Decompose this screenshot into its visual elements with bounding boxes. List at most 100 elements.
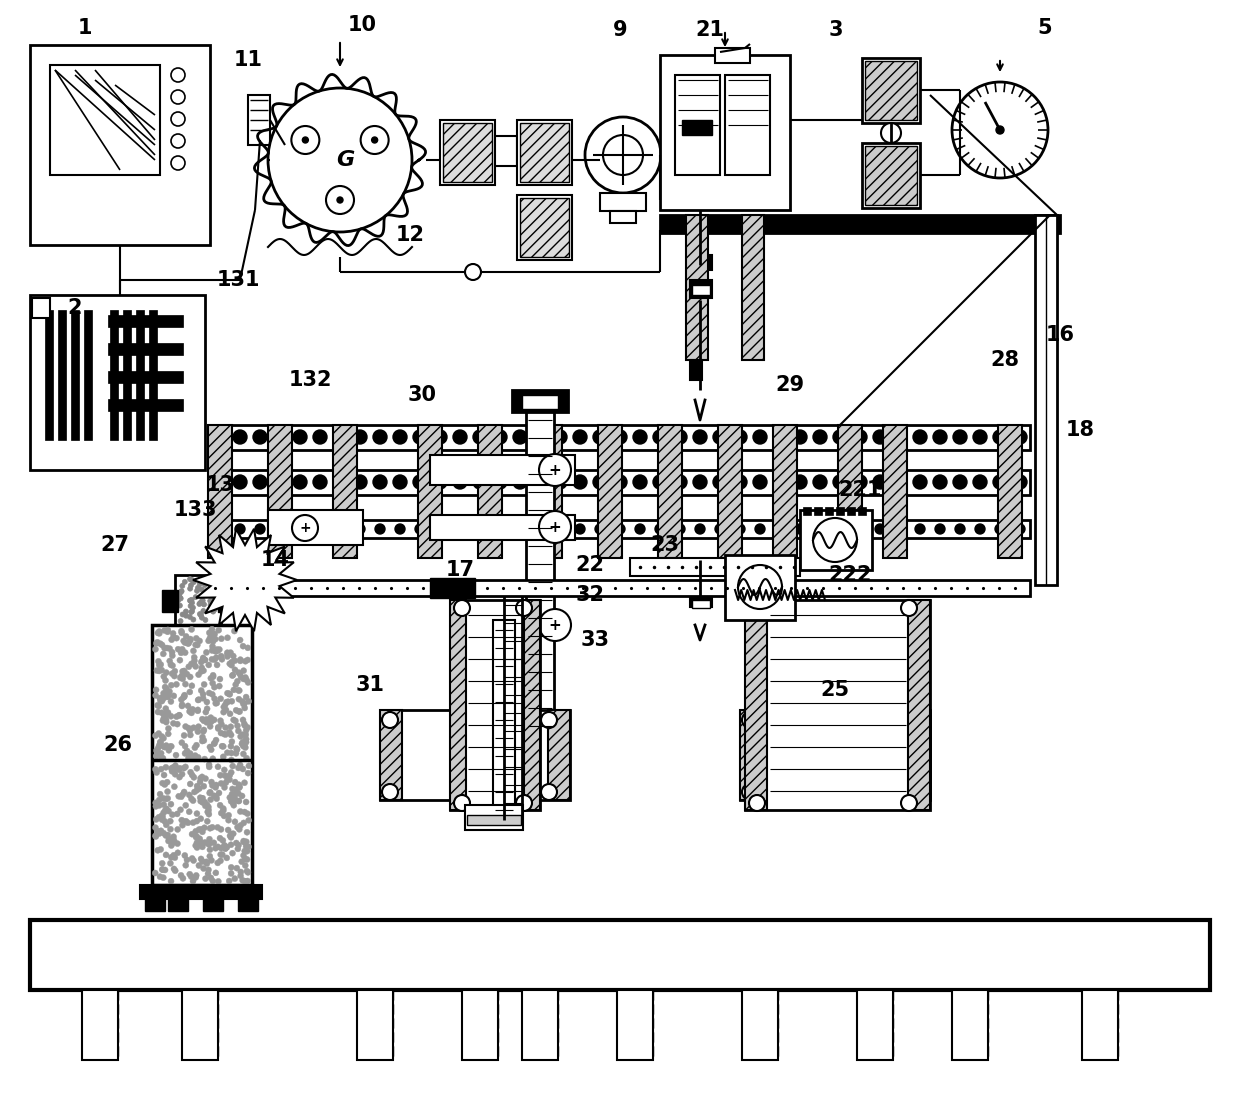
- Circle shape: [229, 763, 236, 769]
- Circle shape: [239, 732, 246, 737]
- Bar: [725, 75, 770, 175]
- Circle shape: [172, 763, 179, 769]
- Bar: [162, 590, 179, 612]
- Circle shape: [244, 878, 250, 885]
- Circle shape: [157, 740, 164, 745]
- Circle shape: [893, 430, 906, 444]
- Circle shape: [673, 475, 687, 489]
- Bar: [268, 510, 363, 545]
- Circle shape: [169, 649, 175, 655]
- Circle shape: [243, 674, 248, 681]
- Circle shape: [184, 634, 190, 639]
- Bar: [522, 1046, 558, 1056]
- Circle shape: [185, 641, 191, 646]
- Circle shape: [295, 524, 305, 534]
- Bar: [30, 920, 1210, 990]
- Circle shape: [210, 782, 216, 789]
- Circle shape: [181, 668, 187, 674]
- Circle shape: [186, 641, 192, 646]
- Circle shape: [215, 646, 219, 653]
- Circle shape: [172, 854, 177, 861]
- Circle shape: [157, 662, 164, 667]
- Circle shape: [180, 612, 185, 617]
- Circle shape: [738, 565, 782, 609]
- Circle shape: [156, 814, 161, 820]
- Circle shape: [237, 658, 243, 664]
- Circle shape: [213, 870, 218, 876]
- Bar: [238, 899, 258, 911]
- Bar: [149, 310, 157, 440]
- Circle shape: [206, 804, 211, 810]
- Circle shape: [206, 576, 211, 582]
- Circle shape: [164, 717, 169, 723]
- Circle shape: [216, 725, 221, 732]
- Circle shape: [935, 524, 945, 534]
- Circle shape: [873, 475, 887, 489]
- Text: 10: 10: [347, 14, 377, 35]
- Circle shape: [200, 655, 206, 661]
- Circle shape: [195, 729, 201, 734]
- Text: 12: 12: [396, 225, 424, 245]
- Circle shape: [187, 751, 193, 756]
- Bar: [379, 710, 570, 800]
- Circle shape: [202, 775, 208, 782]
- Bar: [268, 426, 291, 558]
- Text: +: +: [299, 521, 311, 535]
- Circle shape: [172, 868, 179, 873]
- Circle shape: [200, 598, 205, 603]
- Circle shape: [201, 608, 206, 614]
- Circle shape: [215, 595, 219, 600]
- Circle shape: [210, 824, 216, 830]
- Circle shape: [177, 807, 184, 813]
- Circle shape: [177, 675, 184, 681]
- Circle shape: [201, 783, 207, 789]
- Bar: [463, 1018, 498, 1028]
- Circle shape: [221, 731, 227, 737]
- Circle shape: [632, 430, 647, 444]
- Circle shape: [187, 781, 193, 786]
- Circle shape: [190, 856, 195, 861]
- Circle shape: [853, 475, 867, 489]
- Bar: [857, 1004, 893, 1014]
- Circle shape: [393, 475, 407, 489]
- Circle shape: [326, 186, 353, 214]
- Circle shape: [241, 751, 247, 756]
- Circle shape: [453, 475, 467, 489]
- Circle shape: [198, 665, 205, 671]
- Circle shape: [191, 789, 197, 795]
- Bar: [357, 1046, 393, 1056]
- Circle shape: [182, 862, 188, 868]
- Circle shape: [177, 592, 182, 596]
- Circle shape: [454, 795, 470, 811]
- Circle shape: [156, 731, 161, 736]
- Circle shape: [192, 842, 198, 849]
- Bar: [108, 399, 184, 411]
- Circle shape: [996, 126, 1004, 134]
- Circle shape: [206, 841, 212, 847]
- Circle shape: [196, 672, 202, 677]
- Circle shape: [205, 841, 211, 847]
- Text: +: +: [548, 462, 562, 478]
- Circle shape: [901, 795, 918, 811]
- Circle shape: [174, 682, 180, 687]
- Circle shape: [213, 648, 218, 654]
- Circle shape: [192, 829, 198, 834]
- Circle shape: [238, 873, 243, 879]
- Circle shape: [234, 824, 241, 830]
- Circle shape: [196, 785, 202, 792]
- Circle shape: [244, 645, 250, 651]
- Bar: [660, 55, 790, 211]
- Circle shape: [164, 686, 170, 692]
- Circle shape: [188, 661, 195, 667]
- Circle shape: [465, 264, 481, 280]
- Circle shape: [454, 600, 470, 616]
- Bar: [71, 310, 79, 440]
- Circle shape: [396, 524, 405, 534]
- Circle shape: [232, 628, 237, 634]
- Circle shape: [222, 784, 227, 791]
- Bar: [203, 899, 223, 911]
- Circle shape: [242, 743, 247, 749]
- Circle shape: [193, 788, 200, 793]
- Circle shape: [516, 600, 532, 616]
- Bar: [618, 1046, 653, 1056]
